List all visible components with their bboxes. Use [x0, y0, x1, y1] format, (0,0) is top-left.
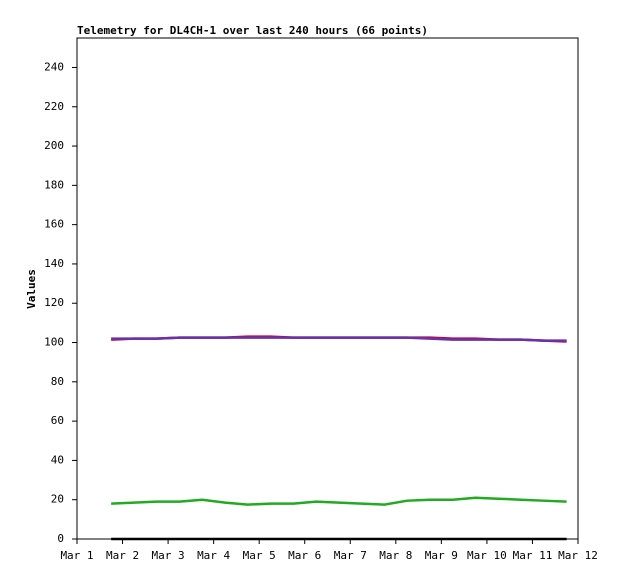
- y-tick-label: 160: [44, 218, 64, 231]
- y-tick-label: 100: [44, 336, 64, 349]
- plot-frame: [76, 37, 579, 540]
- y-tick-label: 240: [44, 60, 64, 73]
- y-tick-label: 20: [51, 493, 64, 506]
- x-tick-label: Mar 5: [243, 549, 276, 562]
- x-tick-label: Mar 11: [513, 549, 553, 562]
- x-tick-label: Mar 10: [467, 549, 507, 562]
- y-tick-label: 40: [51, 453, 64, 466]
- x-tick-label: Mar 6: [288, 549, 321, 562]
- y-tick-label: 200: [44, 139, 64, 152]
- series-line: [111, 496, 567, 506]
- chart-title: Telemetry for DL4CH-1 over last 240 hour…: [77, 24, 428, 37]
- y-tick-label: 180: [44, 178, 64, 191]
- x-tick-label: Mar 4: [197, 549, 230, 562]
- x-tick-label: Mar 7: [334, 549, 367, 562]
- y-tick-label: 120: [44, 296, 64, 309]
- y-tick-label: 140: [44, 257, 64, 270]
- y-tick-label: 80: [51, 375, 64, 388]
- y-tick-label: 220: [44, 100, 64, 113]
- x-tick-label: Mar 1: [60, 549, 93, 562]
- x-tick-label: Mar 2: [106, 549, 139, 562]
- y-tick-label: 60: [51, 414, 64, 427]
- y-axis-label: Values: [25, 269, 38, 309]
- series-line: [111, 336, 567, 342]
- x-tick-label: Mar 12: [558, 549, 598, 562]
- x-tick-label: Mar 3: [152, 549, 185, 562]
- y-tick-label: 0: [57, 532, 64, 545]
- x-tick-label: Mar 8: [379, 549, 412, 562]
- x-tick-label: Mar 9: [425, 549, 458, 562]
